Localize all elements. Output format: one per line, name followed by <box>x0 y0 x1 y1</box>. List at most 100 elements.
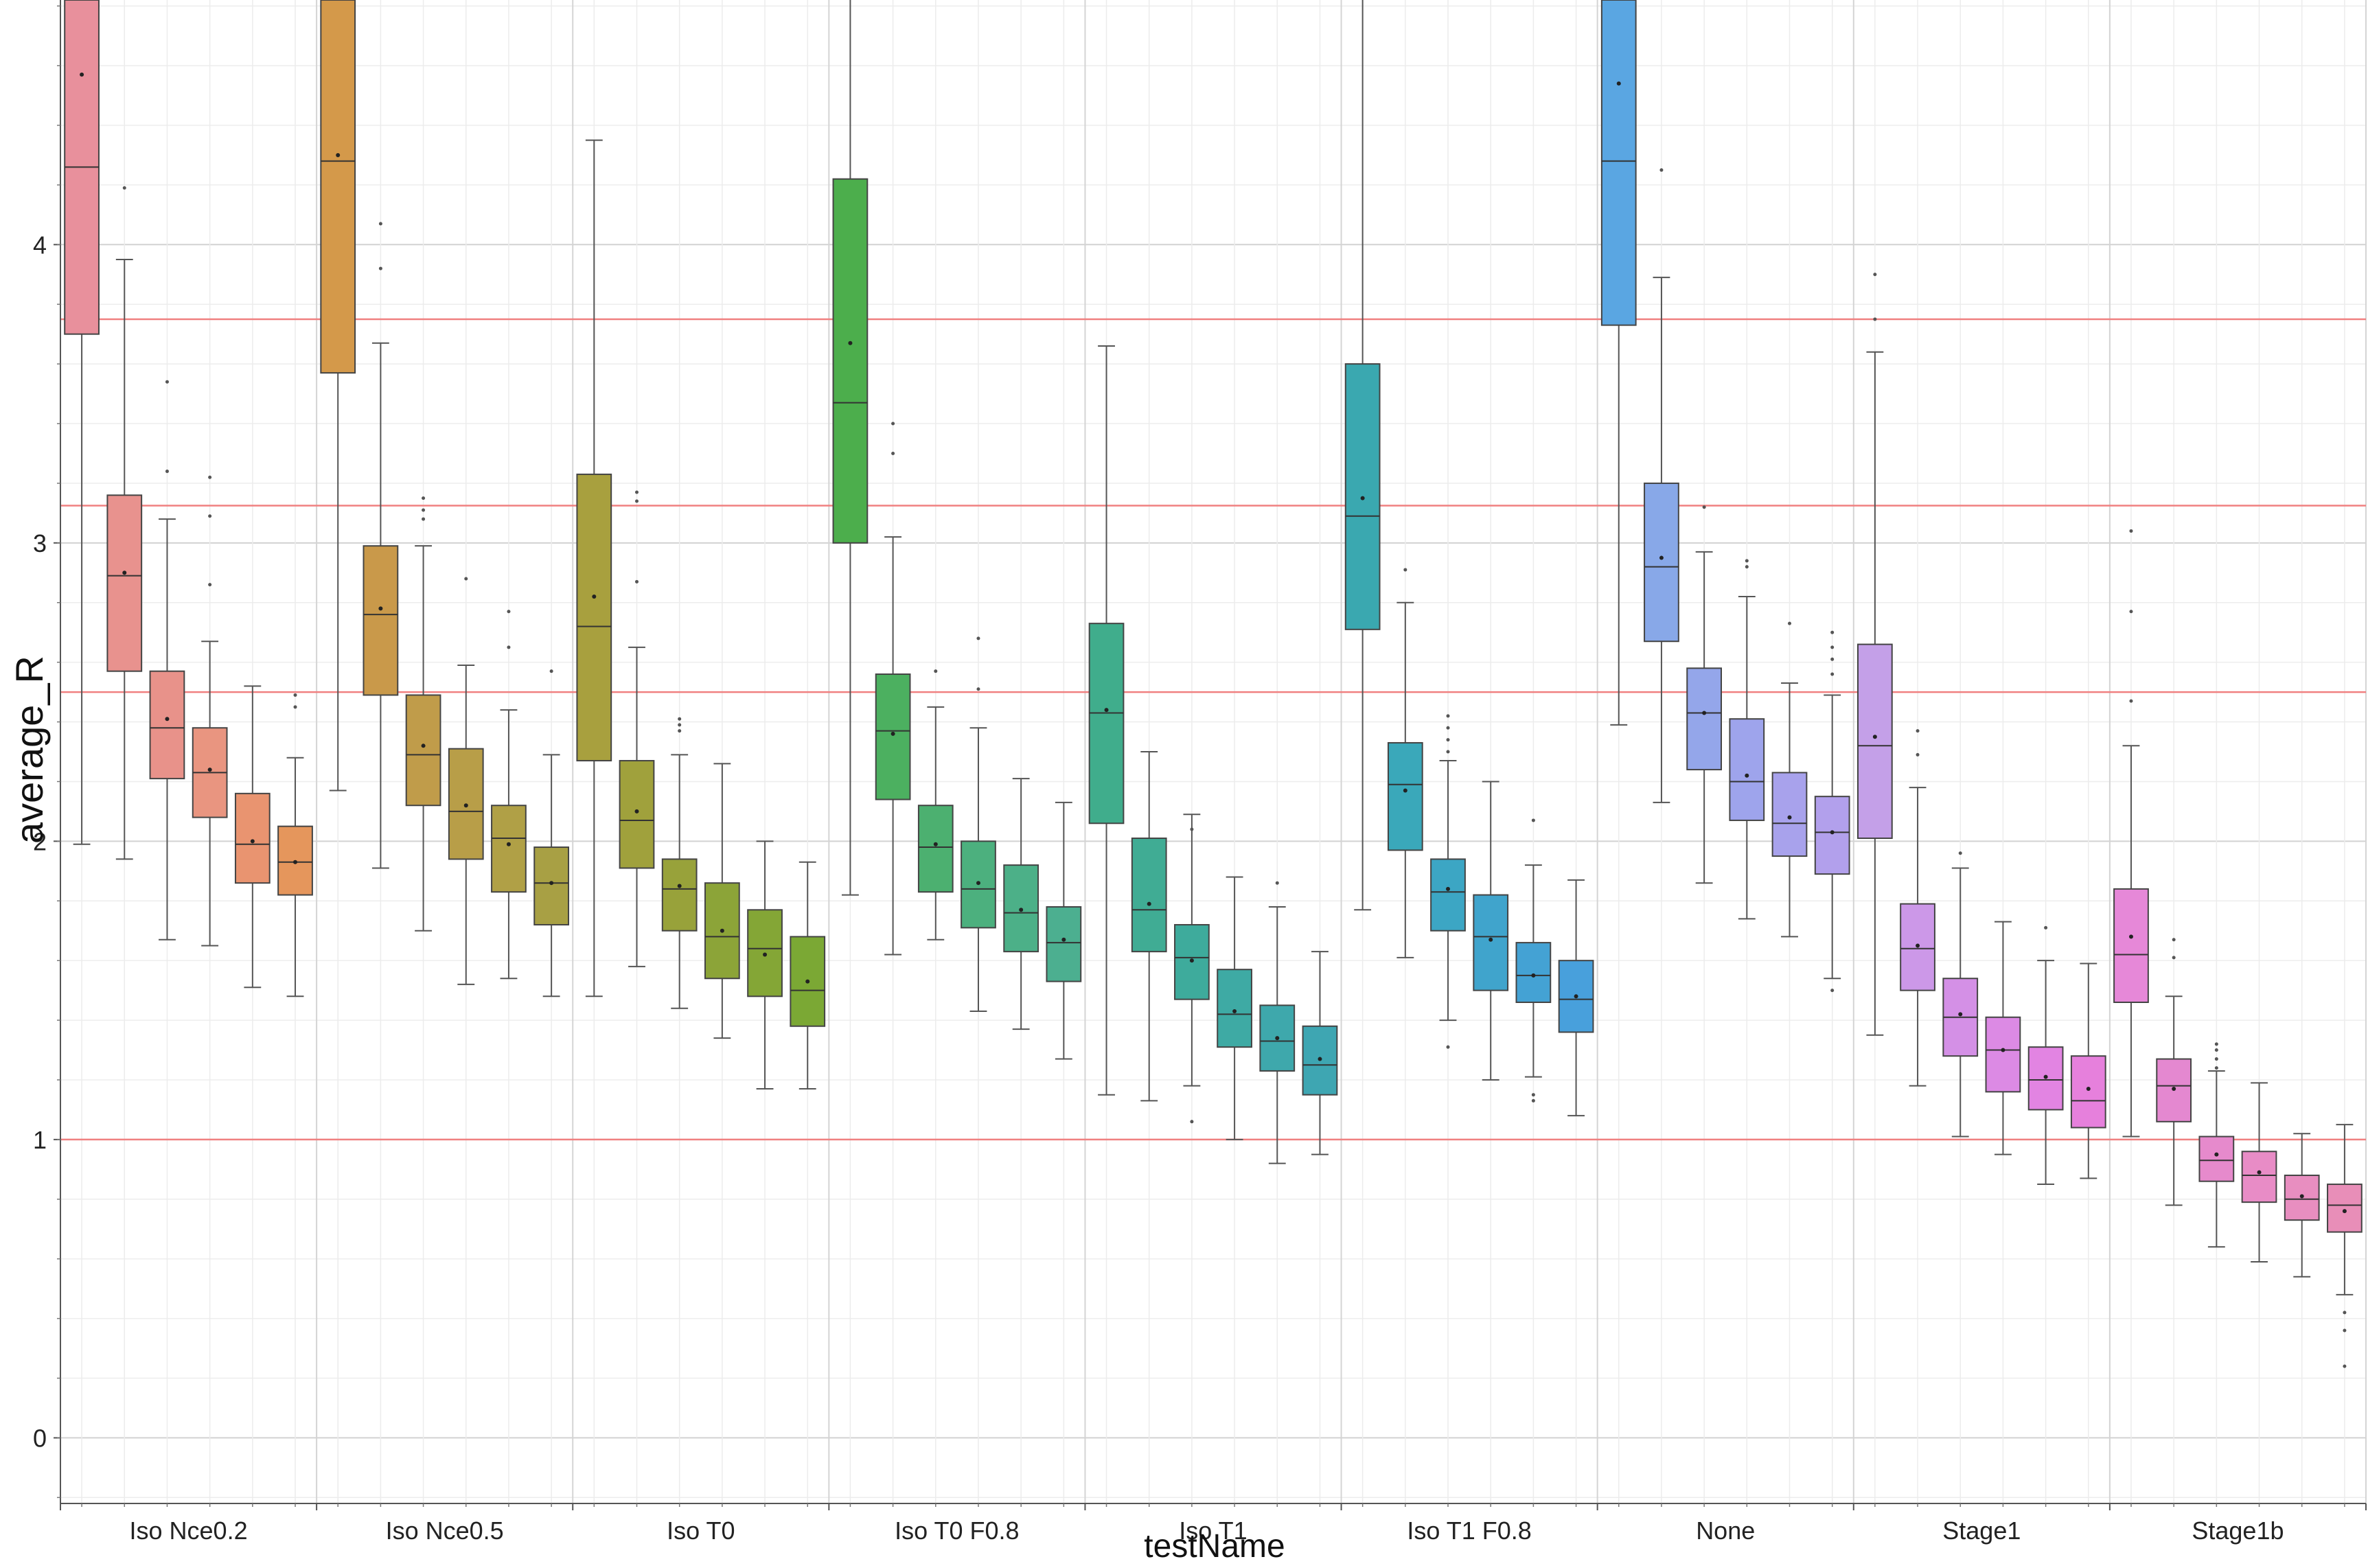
box-item <box>917 669 954 941</box>
outlier-point <box>976 636 980 641</box>
y-axis-title: average_R <box>8 656 51 844</box>
box-iqr <box>1387 741 1423 851</box>
box-iqr <box>2070 1055 2106 1129</box>
outlier-point <box>2172 938 2176 942</box>
box-item <box>533 669 570 998</box>
box-iqr <box>1515 942 1552 1003</box>
box-item <box>2156 938 2192 1206</box>
box-item <box>1942 851 1979 1138</box>
box-iqr <box>320 0 356 374</box>
box-item <box>1515 818 1552 1103</box>
box-iqr <box>1729 718 1765 821</box>
mean-marker <box>1403 788 1407 793</box>
box-iqr <box>2027 1046 2064 1111</box>
box-iqr <box>1131 838 1167 953</box>
mean-marker <box>2128 934 2133 939</box>
mean-marker <box>720 928 724 933</box>
outlier-point <box>2172 956 2176 960</box>
mean-marker <box>336 152 341 157</box>
outlier-point <box>635 499 639 503</box>
outlier-point <box>1275 881 1279 885</box>
mean-marker <box>293 860 298 864</box>
x-tick-label: Iso T1 F0.8 <box>1407 1517 1531 1545</box>
mean-marker <box>677 884 682 888</box>
box-item <box>832 0 869 896</box>
mean-marker <box>506 842 511 846</box>
box-item <box>1174 814 1210 1124</box>
outlier-point <box>507 610 511 614</box>
box-item <box>1217 876 1252 1140</box>
mean-marker <box>1916 943 1920 948</box>
box-iqr <box>1857 643 1893 840</box>
outlier-point <box>1830 630 1835 634</box>
outlier-point <box>635 579 639 584</box>
mean-marker <box>1830 830 1835 835</box>
outlier-point <box>208 475 212 479</box>
mean-marker <box>976 881 980 886</box>
mean-marker <box>1104 708 1109 713</box>
outlier-point <box>1745 559 1749 563</box>
mean-marker <box>122 570 127 575</box>
box-item <box>2327 1124 2363 1368</box>
mean-marker <box>592 595 597 599</box>
mean-marker <box>2257 1170 2262 1175</box>
mean-marker <box>1745 773 1749 778</box>
outlier-point <box>2343 1328 2347 1333</box>
box-iqr <box>661 858 698 932</box>
y-tick-label: 4 <box>33 231 47 259</box>
mean-marker <box>2342 1209 2347 1214</box>
box-iqr <box>1771 772 1808 857</box>
outlier-point <box>549 669 553 673</box>
box-iqr <box>1985 1016 2021 1093</box>
mean-marker <box>763 952 768 957</box>
box-item <box>1387 568 1423 958</box>
box-item <box>1814 630 1850 993</box>
outlier-point <box>293 705 297 709</box>
x-tick-label: Iso T0 F0.8 <box>895 1517 1019 1545</box>
mean-marker <box>549 881 554 886</box>
outlier-point <box>1531 1098 1535 1103</box>
mean-marker <box>2214 1152 2219 1157</box>
box-item <box>2284 1133 2320 1278</box>
outlier-point <box>2343 1364 2347 1368</box>
outlier-point <box>1446 750 1450 754</box>
box-item <box>2241 1082 2277 1263</box>
outlier-point <box>378 266 382 270</box>
box-iqr <box>2113 888 2149 1004</box>
box-iqr <box>363 545 399 696</box>
box-item <box>1003 778 1039 1030</box>
x-tick-label: Iso T0 <box>667 1517 735 1545</box>
box-item <box>661 717 698 1009</box>
box-iqr <box>875 673 911 800</box>
axes-layer: 0 1 2 3 4 Iso Nce0.2 Iso Nce0.5 Iso T0 Iso T0 F0… <box>33 0 2367 1545</box>
box-item <box>1046 801 1082 1060</box>
box-item <box>1985 921 2021 1155</box>
outlier-point <box>2129 610 2133 614</box>
mean-marker <box>1147 901 1151 906</box>
box-item <box>1771 621 1808 938</box>
box-iqr <box>234 792 271 884</box>
box-iqr <box>576 473 612 762</box>
box-iqr <box>2327 1184 2363 1233</box>
outlier-point <box>1531 818 1535 822</box>
box-iqr <box>149 670 185 780</box>
box-item <box>2070 962 2106 1179</box>
box-item <box>405 496 441 932</box>
x-tick-label: Stage1 <box>1942 1517 2021 1545</box>
boxes-layer <box>64 0 2363 1368</box>
x-tick-label: Iso Nce0.5 <box>386 1517 504 1545</box>
box-item <box>1430 714 1466 1049</box>
box-item <box>1473 781 1509 1081</box>
outlier-point <box>1916 752 1920 757</box>
mean-marker <box>1659 555 1664 560</box>
y-tick-label: 2 <box>33 827 47 855</box>
mean-marker <box>890 731 895 736</box>
box-item <box>192 475 228 947</box>
mean-marker <box>1189 958 1194 963</box>
outlier-point <box>1446 1045 1450 1049</box>
mean-marker <box>1872 735 1877 739</box>
mean-marker <box>2086 1087 2091 1092</box>
outlier-point <box>1830 645 1835 649</box>
box-item <box>2027 925 2064 1186</box>
